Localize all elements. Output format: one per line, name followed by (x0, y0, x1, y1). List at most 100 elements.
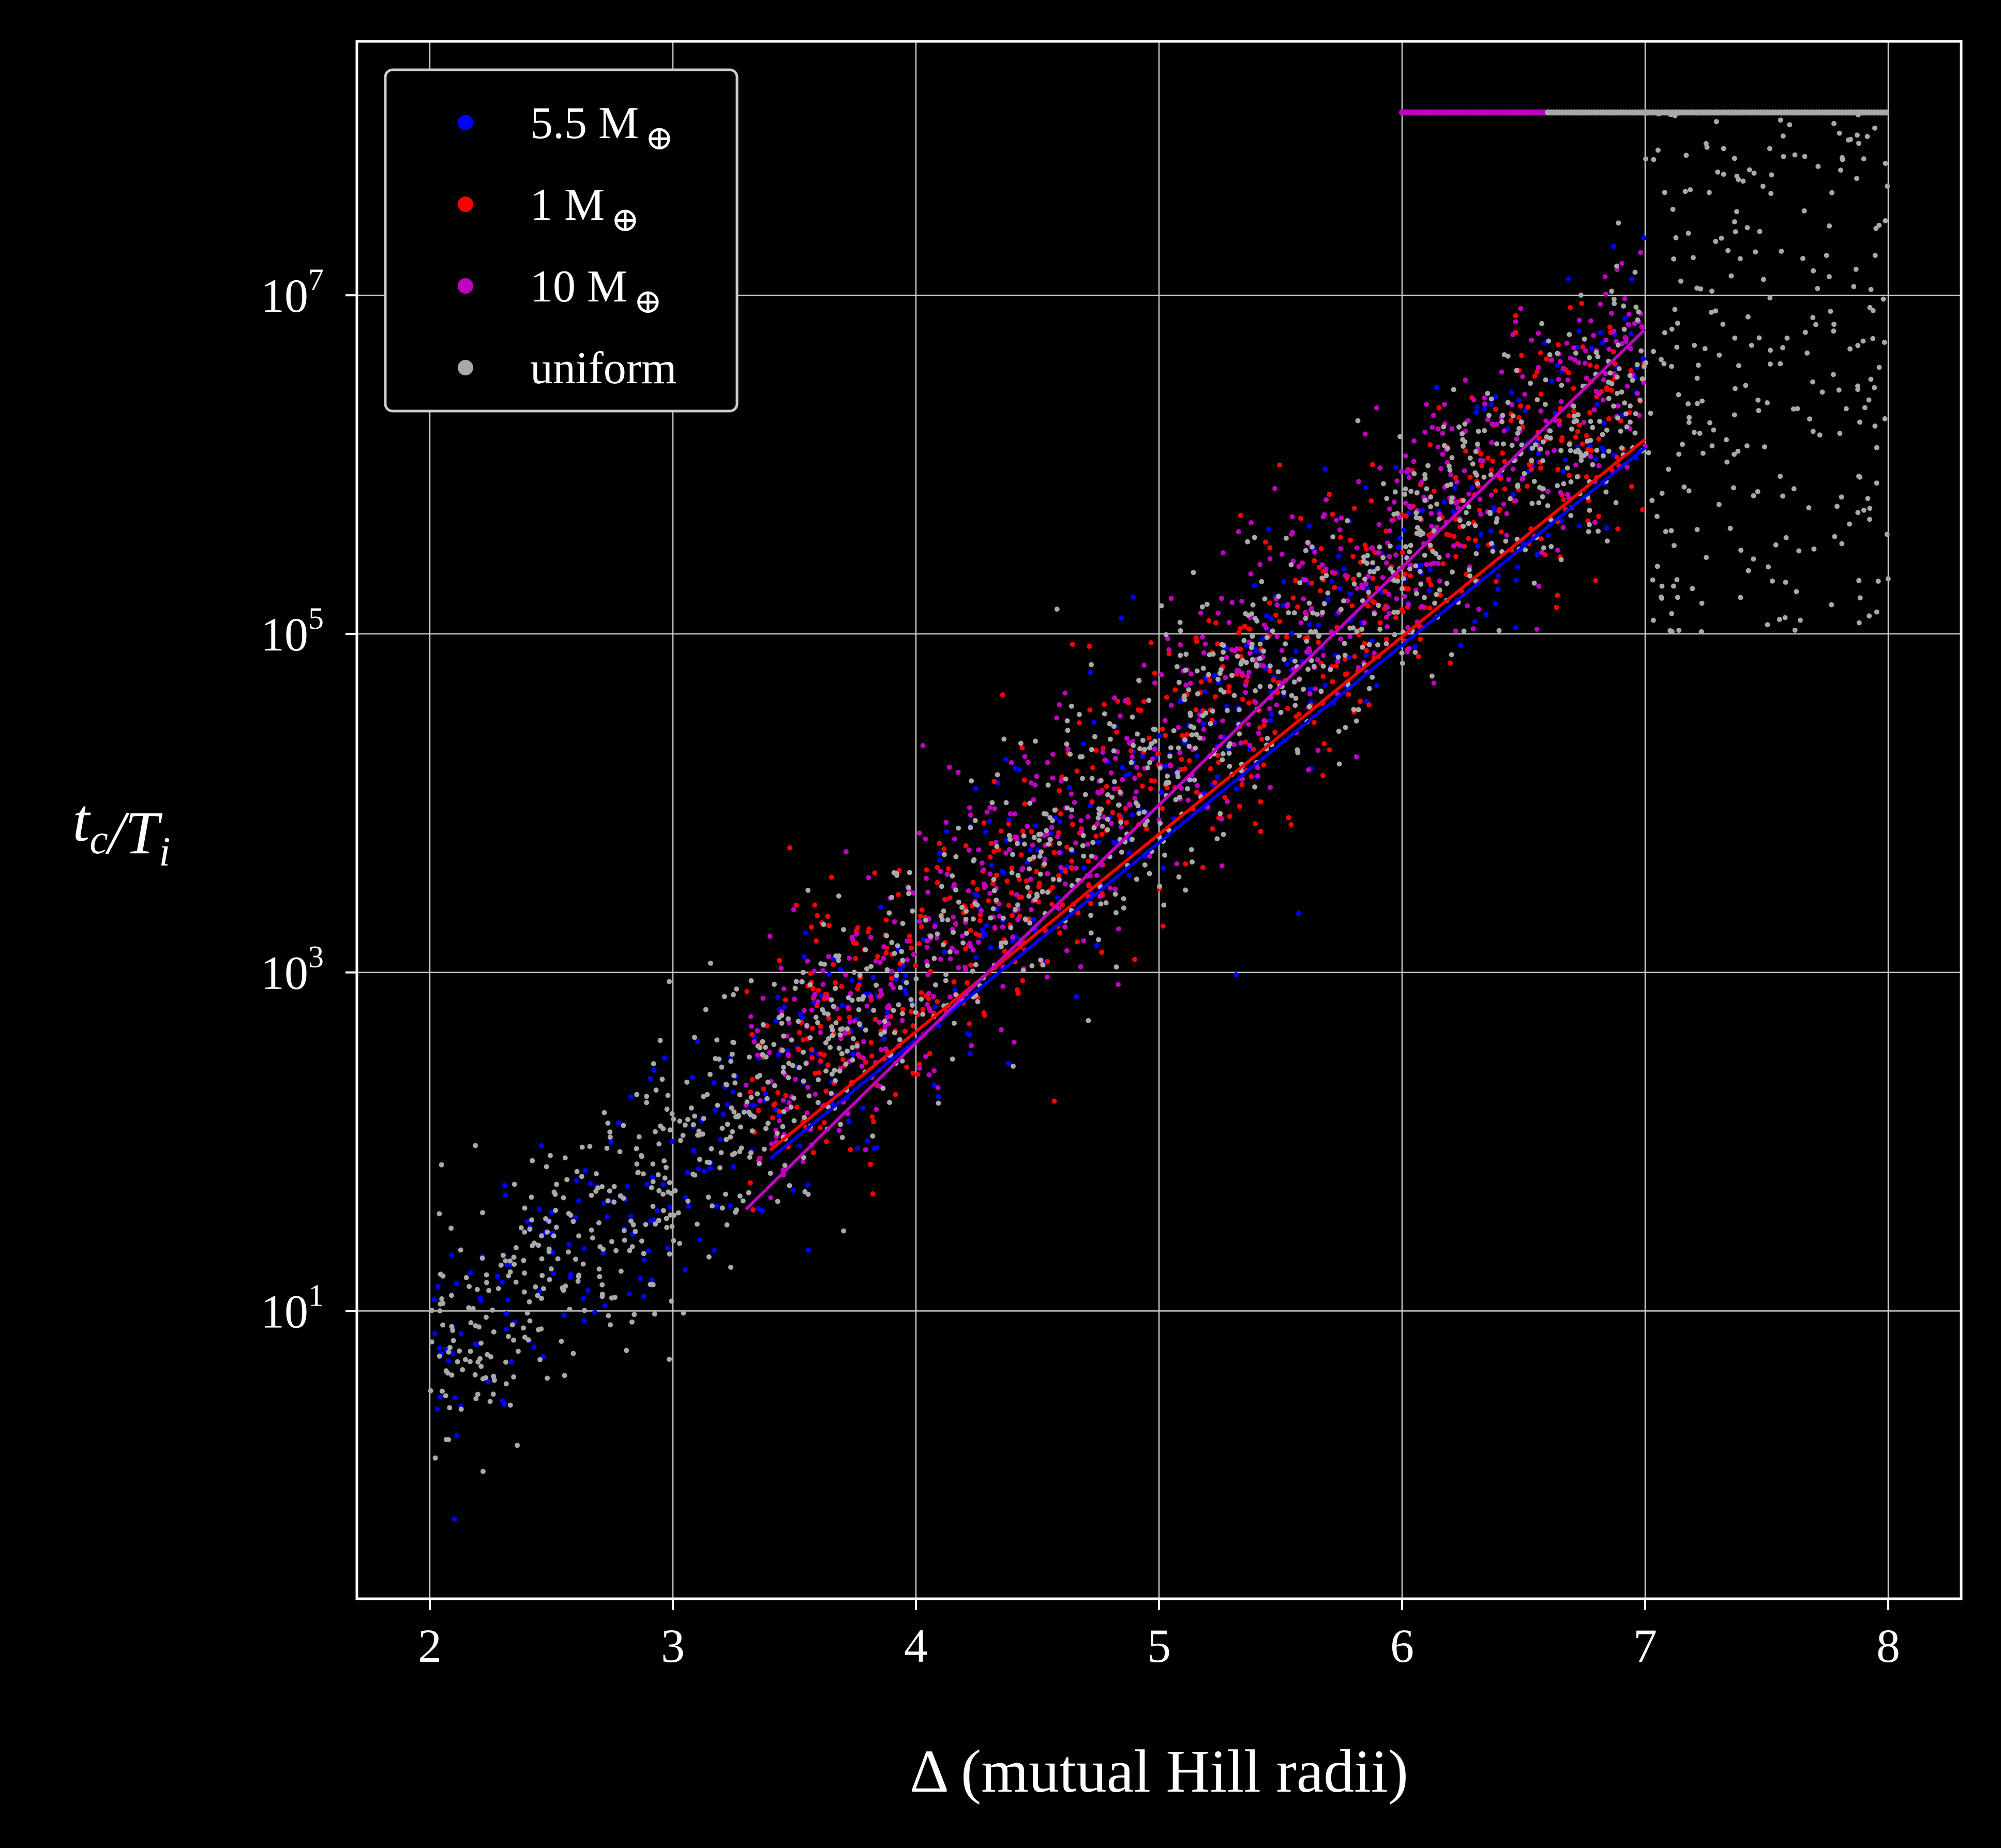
data-point (787, 1183, 792, 1188)
data-point (734, 1207, 740, 1213)
data-point (1070, 822, 1075, 827)
data-point (749, 1128, 755, 1134)
data-point (1488, 401, 1494, 407)
data-point (868, 994, 874, 999)
data-point (1145, 765, 1151, 770)
data-point (1783, 535, 1789, 540)
data-point (935, 880, 940, 885)
data-point (719, 1205, 725, 1211)
data-point (1119, 850, 1124, 855)
data-point (1536, 435, 1542, 441)
data-point (1062, 924, 1067, 930)
data-point (915, 1071, 921, 1077)
data-point (1245, 674, 1251, 679)
data-point (1042, 856, 1048, 862)
data-point (1018, 852, 1024, 858)
data-point (1478, 511, 1484, 517)
data-point (443, 1393, 448, 1399)
data-point (1485, 417, 1491, 422)
data-point (608, 1140, 614, 1145)
data-point (1075, 910, 1081, 916)
data-point (570, 1219, 576, 1224)
data-point (760, 1208, 765, 1214)
data-point (809, 1025, 815, 1031)
data-point (1547, 428, 1553, 434)
data-point (931, 956, 937, 961)
fit-line (769, 438, 1646, 1152)
data-point (756, 1108, 761, 1113)
data-point (936, 1100, 941, 1106)
data-point (1187, 777, 1193, 783)
data-point (833, 986, 838, 991)
data-point (947, 895, 953, 901)
data-point (768, 1195, 774, 1201)
data-point (1819, 389, 1825, 395)
data-point (1383, 528, 1389, 534)
data-point (1573, 350, 1578, 356)
data-point (1060, 902, 1065, 908)
data-point (1651, 349, 1656, 354)
data-point (1734, 173, 1740, 179)
data-point (1052, 807, 1058, 813)
data-point (1290, 595, 1296, 601)
data-point (559, 1339, 564, 1344)
data-point (1747, 167, 1752, 173)
data-point (587, 1144, 593, 1149)
data-point (723, 1191, 728, 1197)
data-point (772, 1101, 778, 1107)
data-point (691, 1035, 697, 1040)
data-point (1218, 816, 1224, 822)
data-point (1383, 560, 1389, 566)
data-point (763, 1090, 769, 1096)
data-point (480, 1376, 486, 1382)
data-point (1598, 301, 1603, 307)
data-point (1640, 507, 1646, 512)
data-point (1768, 347, 1773, 353)
data-point (532, 1240, 537, 1246)
data-point (1412, 649, 1418, 655)
data-point (1461, 444, 1466, 449)
data-point (967, 1051, 973, 1056)
data-point (1250, 633, 1255, 639)
data-point (1296, 711, 1302, 717)
data-point (1114, 730, 1119, 735)
data-point (1387, 543, 1393, 549)
data-point (869, 1114, 875, 1120)
data-point (511, 1374, 517, 1380)
data-point (975, 999, 981, 1005)
data-point (1219, 656, 1225, 662)
data-point (566, 1241, 572, 1247)
data-point (1323, 566, 1329, 572)
data-point (664, 1164, 669, 1170)
data-point (1130, 714, 1135, 720)
data-point (513, 1279, 519, 1285)
data-point (1440, 561, 1446, 567)
data-point (1055, 895, 1060, 901)
data-point (564, 1177, 570, 1183)
data-point (804, 1110, 810, 1116)
data-point (993, 839, 999, 845)
data-point (1217, 811, 1223, 816)
data-point (652, 1129, 658, 1134)
data-point (537, 1357, 543, 1362)
data-point (1193, 707, 1199, 713)
data-point (484, 1314, 489, 1320)
data-point (1572, 357, 1577, 362)
data-point (1616, 220, 1621, 226)
data-point (1027, 920, 1033, 926)
data-point (945, 866, 951, 872)
data-point (1363, 581, 1369, 587)
data-point (838, 1122, 844, 1127)
data-point (986, 898, 991, 903)
data-point (1425, 463, 1431, 468)
legend-label: uniform (530, 343, 677, 393)
data-point (1263, 613, 1269, 619)
data-point (657, 1038, 663, 1043)
data-point (1093, 855, 1099, 860)
data-point (1010, 934, 1015, 940)
data-point (1089, 747, 1094, 752)
data-point (796, 1065, 802, 1070)
data-point (932, 1004, 938, 1010)
data-point (1757, 229, 1763, 234)
data-point (1128, 748, 1134, 754)
